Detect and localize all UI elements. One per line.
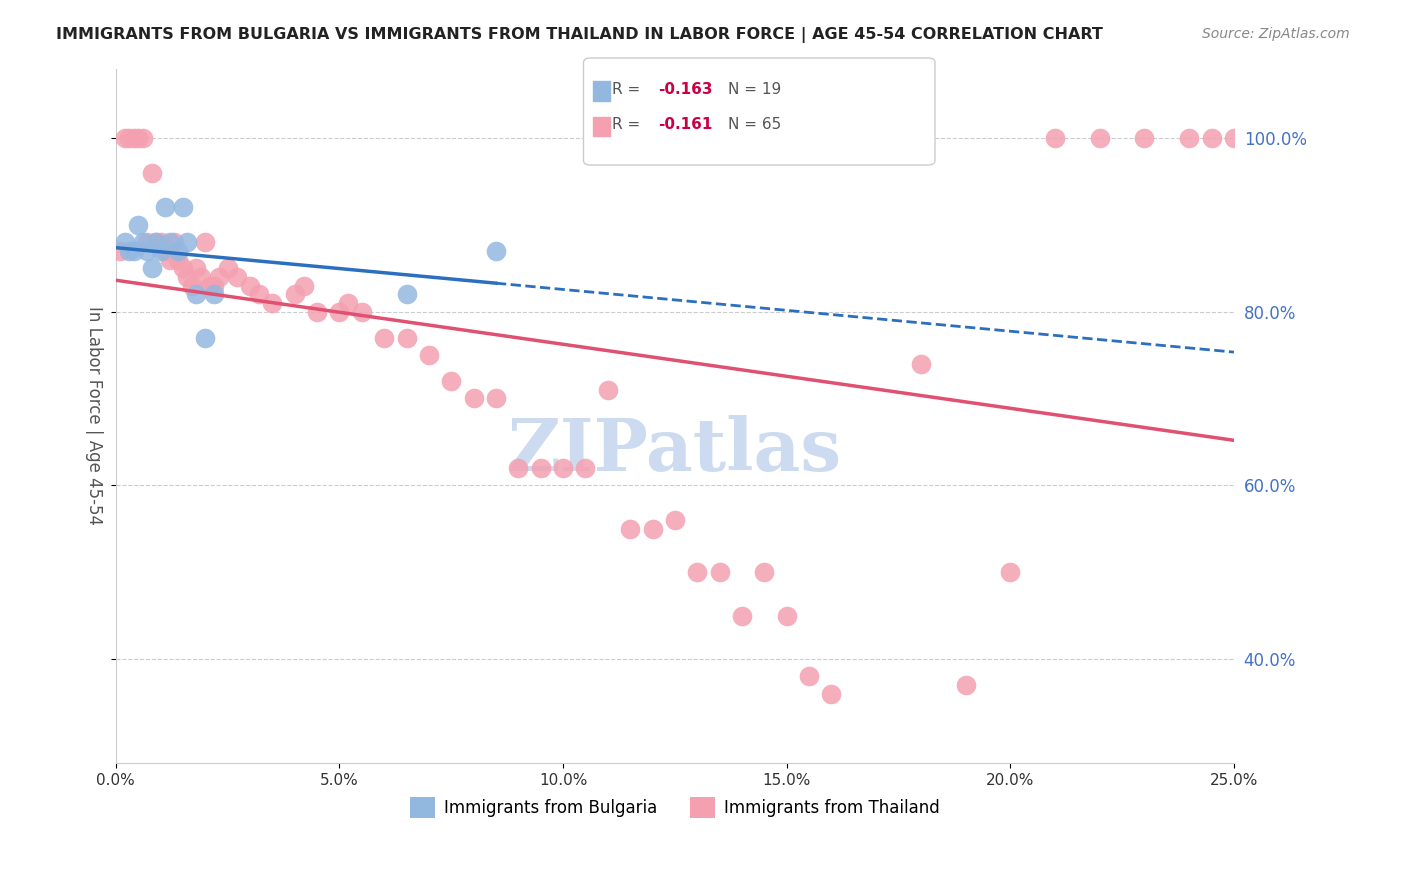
Point	[350, 304, 373, 318]
Text: -0.163: -0.163	[658, 82, 713, 96]
Point	[1201, 131, 1223, 145]
Point	[797, 669, 820, 683]
Point	[1178, 131, 1201, 145]
Point	[180, 278, 202, 293]
Point	[395, 331, 418, 345]
Point	[641, 522, 664, 536]
Point	[136, 235, 159, 249]
Point	[145, 235, 167, 249]
Point	[118, 244, 141, 258]
Text: -0.161: -0.161	[658, 118, 713, 132]
Point	[159, 252, 181, 267]
Point	[153, 244, 176, 258]
Point	[114, 131, 136, 145]
Text: N = 65: N = 65	[728, 118, 782, 132]
Point	[225, 269, 247, 284]
Point	[485, 392, 508, 406]
Point	[131, 235, 153, 249]
Point	[239, 278, 262, 293]
Point	[145, 235, 167, 249]
Text: Source: ZipAtlas.com: Source: ZipAtlas.com	[1202, 27, 1350, 41]
Point	[328, 304, 350, 318]
Point	[373, 331, 395, 345]
Text: N = 19: N = 19	[728, 82, 782, 96]
Point	[247, 287, 270, 301]
Point	[141, 261, 163, 276]
Point	[664, 513, 686, 527]
Point	[530, 461, 553, 475]
Point	[167, 252, 190, 267]
Point	[1088, 131, 1111, 145]
Y-axis label: In Labor Force | Age 45-54: In Labor Force | Age 45-54	[86, 306, 103, 525]
Point	[731, 608, 754, 623]
Point	[776, 608, 799, 623]
Point	[149, 244, 172, 258]
Point	[127, 218, 149, 232]
Point	[194, 331, 217, 345]
Point	[149, 235, 172, 249]
Point	[176, 269, 198, 284]
Point	[820, 687, 842, 701]
Point	[153, 201, 176, 215]
Text: ZIPatlas: ZIPatlas	[508, 415, 842, 486]
Point	[186, 287, 208, 301]
Point	[440, 374, 463, 388]
Point	[910, 357, 932, 371]
Point	[172, 201, 194, 215]
Point	[1000, 565, 1022, 579]
Point	[122, 131, 145, 145]
Point	[1223, 131, 1246, 145]
Point	[955, 678, 977, 692]
Point	[686, 565, 709, 579]
Point	[619, 522, 641, 536]
Point	[186, 261, 208, 276]
Point	[418, 348, 440, 362]
Point	[463, 392, 485, 406]
Point	[127, 131, 149, 145]
Point	[110, 244, 132, 258]
Point	[485, 244, 508, 258]
Point	[865, 131, 887, 145]
Point	[202, 287, 225, 301]
Point	[307, 304, 329, 318]
Point	[122, 244, 145, 258]
Point	[141, 166, 163, 180]
Point	[284, 287, 307, 301]
Point	[167, 244, 190, 258]
Point	[131, 131, 153, 145]
Point	[292, 278, 315, 293]
Point	[208, 269, 231, 284]
Point	[551, 461, 574, 475]
Point	[337, 296, 360, 310]
Point	[172, 261, 194, 276]
Point	[574, 461, 596, 475]
Point	[596, 383, 619, 397]
Point	[709, 565, 731, 579]
Point	[190, 269, 212, 284]
Legend: Immigrants from Bulgaria, Immigrants from Thailand: Immigrants from Bulgaria, Immigrants fro…	[404, 790, 946, 824]
Point	[118, 131, 141, 145]
Point	[136, 244, 159, 258]
Text: IMMIGRANTS FROM BULGARIA VS IMMIGRANTS FROM THAILAND IN LABOR FORCE | AGE 45-54 : IMMIGRANTS FROM BULGARIA VS IMMIGRANTS F…	[56, 27, 1104, 43]
Point	[194, 235, 217, 249]
Text: R =: R =	[612, 82, 645, 96]
Point	[1133, 131, 1156, 145]
Point	[114, 235, 136, 249]
Point	[163, 235, 186, 249]
Text: R =: R =	[612, 118, 645, 132]
Point	[1043, 131, 1066, 145]
Point	[176, 235, 198, 249]
Point	[508, 461, 530, 475]
Point	[754, 565, 776, 579]
Point	[395, 287, 418, 301]
Point	[262, 296, 284, 310]
Point	[198, 278, 221, 293]
Point	[202, 278, 225, 293]
Point	[159, 235, 181, 249]
Point	[217, 261, 239, 276]
